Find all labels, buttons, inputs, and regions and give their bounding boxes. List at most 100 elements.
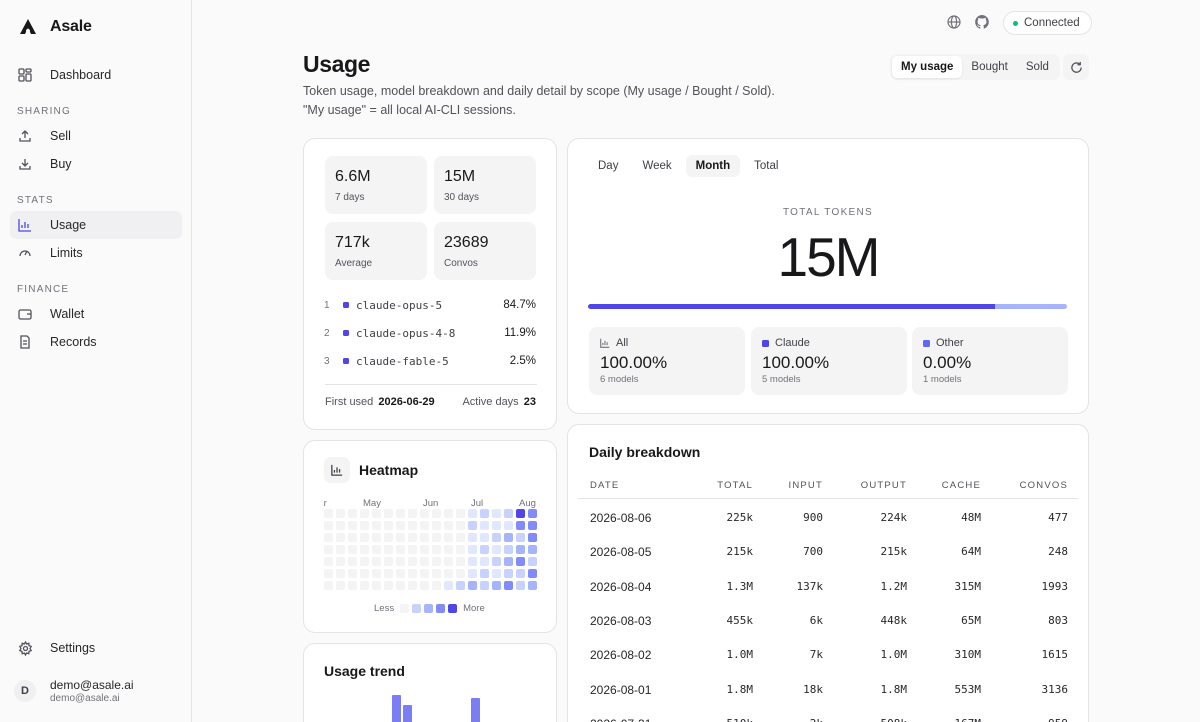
heatmap-cell[interactable]: [468, 581, 477, 590]
sidebar-item-usage[interactable]: Usage: [10, 211, 182, 239]
heatmap-cell[interactable]: [408, 581, 417, 590]
heatmap-cell[interactable]: [468, 521, 477, 530]
connection-status-badge[interactable]: Connected: [1003, 11, 1092, 35]
heatmap-cell[interactable]: [396, 557, 405, 566]
sidebar-item-settings[interactable]: Settings: [10, 634, 182, 662]
tab-total[interactable]: Total: [754, 160, 779, 172]
heatmap-cell[interactable]: [456, 557, 465, 566]
heatmap-cell[interactable]: [468, 569, 477, 578]
heatmap-cell[interactable]: [384, 557, 393, 566]
heatmap-cell[interactable]: [420, 557, 429, 566]
heatmap-cell[interactable]: [324, 509, 333, 518]
heatmap-cell[interactable]: [468, 533, 477, 542]
heatmap-cell[interactable]: [360, 533, 369, 542]
tab-week[interactable]: Week: [642, 160, 672, 172]
heatmap-cell[interactable]: [336, 509, 345, 518]
heatmap-cell[interactable]: [360, 509, 369, 518]
column-header-convos[interactable]: CONVOS: [1019, 480, 1068, 491]
heatmap-cell[interactable]: [420, 509, 429, 518]
heatmap-cell[interactable]: [456, 533, 465, 542]
sidebar-item-dashboard[interactable]: Dashboard: [10, 61, 182, 89]
heatmap-cell[interactable]: [408, 545, 417, 554]
heatmap-cell[interactable]: [468, 545, 477, 554]
heatmap-cell[interactable]: [384, 569, 393, 578]
sidebar-item-sell[interactable]: Sell: [10, 122, 182, 150]
tab-day[interactable]: Day: [598, 160, 619, 172]
heatmap-cell[interactable]: [480, 545, 489, 554]
heatmap-cell[interactable]: [360, 521, 369, 530]
heatmap-cell[interactable]: [384, 521, 393, 530]
heatmap-cell[interactable]: [528, 569, 537, 578]
heatmap-cell[interactable]: [480, 521, 489, 530]
heatmap-cell[interactable]: [480, 557, 489, 566]
heatmap-cell[interactable]: [396, 569, 405, 578]
heatmap-cell[interactable]: [444, 569, 453, 578]
heatmap-cell[interactable]: [444, 557, 453, 566]
heatmap-cell[interactable]: [420, 533, 429, 542]
heatmap-cell[interactable]: [372, 581, 381, 590]
github-icon[interactable]: [974, 14, 990, 30]
heatmap-cell[interactable]: [408, 557, 417, 566]
heatmap-cell[interactable]: [420, 521, 429, 530]
heatmap-cell[interactable]: [492, 509, 501, 518]
heatmap-cell[interactable]: [504, 557, 513, 566]
heatmap-cell[interactable]: [504, 581, 513, 590]
heatmap-cell[interactable]: [432, 545, 441, 554]
heatmap-cell[interactable]: [396, 545, 405, 554]
heatmap-cell[interactable]: [396, 521, 405, 530]
heatmap-cell[interactable]: [372, 521, 381, 530]
heatmap-cell[interactable]: [516, 581, 525, 590]
heatmap-cell[interactable]: [384, 533, 393, 542]
heatmap-cell[interactable]: [408, 569, 417, 578]
heatmap-cell[interactable]: [468, 557, 477, 566]
heatmap-cell[interactable]: [480, 569, 489, 578]
table-row[interactable]: 2026-08-03 455k 6k 448k 65M 803: [578, 603, 1078, 637]
heatmap-cell[interactable]: [336, 557, 345, 566]
table-row[interactable]: 2026-08-01 1.8M 18k 1.8M 553M 3136: [578, 672, 1078, 706]
tab-my-usage[interactable]: My usage: [892, 56, 963, 78]
heatmap-cell[interactable]: [384, 545, 393, 554]
heatmap-cell[interactable]: [504, 521, 513, 530]
table-row[interactable]: 2026-07-31 510k 2k 508k 167M 959: [578, 706, 1078, 722]
heatmap-cell[interactable]: [360, 581, 369, 590]
heatmap-cell[interactable]: [504, 569, 513, 578]
heatmap-cell[interactable]: [528, 533, 537, 542]
column-header-output[interactable]: OUTPUT: [860, 480, 907, 491]
heatmap-cell[interactable]: [360, 557, 369, 566]
globe-icon[interactable]: [946, 14, 962, 30]
heatmap-cell[interactable]: [516, 545, 525, 554]
heatmap-cell[interactable]: [336, 533, 345, 542]
heatmap-cell[interactable]: [516, 509, 525, 518]
heatmap-cell[interactable]: [348, 509, 357, 518]
heatmap-cell[interactable]: [336, 581, 345, 590]
column-header-date[interactable]: DATE: [590, 480, 620, 491]
sidebar-item-buy[interactable]: Buy: [10, 150, 182, 178]
heatmap-cell[interactable]: [504, 533, 513, 542]
tab-bought[interactable]: Bought: [971, 61, 1008, 73]
heatmap-cell[interactable]: [432, 569, 441, 578]
column-header-total[interactable]: TOTAL: [717, 480, 753, 491]
heatmap-cell[interactable]: [396, 509, 405, 518]
heatmap-cell[interactable]: [456, 521, 465, 530]
heatmap-cell[interactable]: [372, 533, 381, 542]
heatmap-cell[interactable]: [432, 533, 441, 542]
sidebar-item-wallet[interactable]: Wallet: [10, 300, 182, 328]
heatmap-cell[interactable]: [480, 533, 489, 542]
heatmap-cell[interactable]: [492, 545, 501, 554]
heatmap-cell[interactable]: [492, 533, 501, 542]
heatmap-cell[interactable]: [384, 509, 393, 518]
heatmap-cell[interactable]: [516, 533, 525, 542]
tab-month[interactable]: Month: [685, 155, 741, 177]
heatmap-cell[interactable]: [396, 533, 405, 542]
heatmap-cell[interactable]: [384, 581, 393, 590]
heatmap-cell[interactable]: [348, 581, 357, 590]
heatmap-cell[interactable]: [468, 509, 477, 518]
heatmap-cell[interactable]: [480, 581, 489, 590]
heatmap-cell[interactable]: [324, 521, 333, 530]
heatmap-cell[interactable]: [492, 521, 501, 530]
heatmap-cell[interactable]: [336, 521, 345, 530]
heatmap-cell[interactable]: [444, 509, 453, 518]
heatmap-cell[interactable]: [348, 533, 357, 542]
category-all[interactable]: All 100.00% 6 models: [589, 327, 745, 395]
heatmap-cell[interactable]: [432, 557, 441, 566]
